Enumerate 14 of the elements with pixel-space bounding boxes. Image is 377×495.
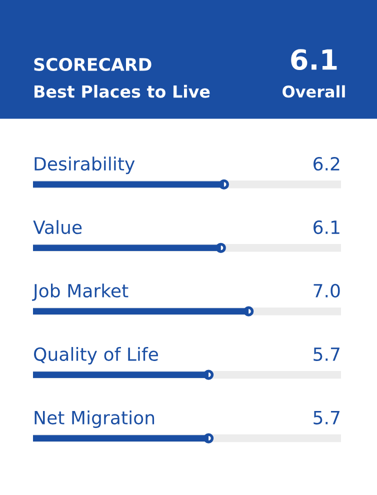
- data-label: 6.1: [314, 220, 340, 234]
- data-label: 5.7: [314, 348, 340, 362]
- y-tick-label: Quality of Life: [34, 347, 158, 365]
- data-label: 6.2: [314, 156, 340, 171]
- chart-title: SCORECARD: [34, 58, 152, 72]
- data-label: 5.7: [314, 411, 340, 424]
- y-tick-label: Value: [33, 220, 82, 234]
- text: Overall: [282, 85, 345, 98]
- data-label: 7.0: [314, 284, 340, 298]
- y-tick-label: Desirability: [34, 156, 135, 174]
- y-tick-label: Net Migration: [34, 410, 154, 428]
- y-tick-label: Job Market: [32, 284, 128, 301]
- chart-subtitle: Best Places to Live: [34, 84, 210, 98]
- text: 6.1: [291, 49, 337, 70]
